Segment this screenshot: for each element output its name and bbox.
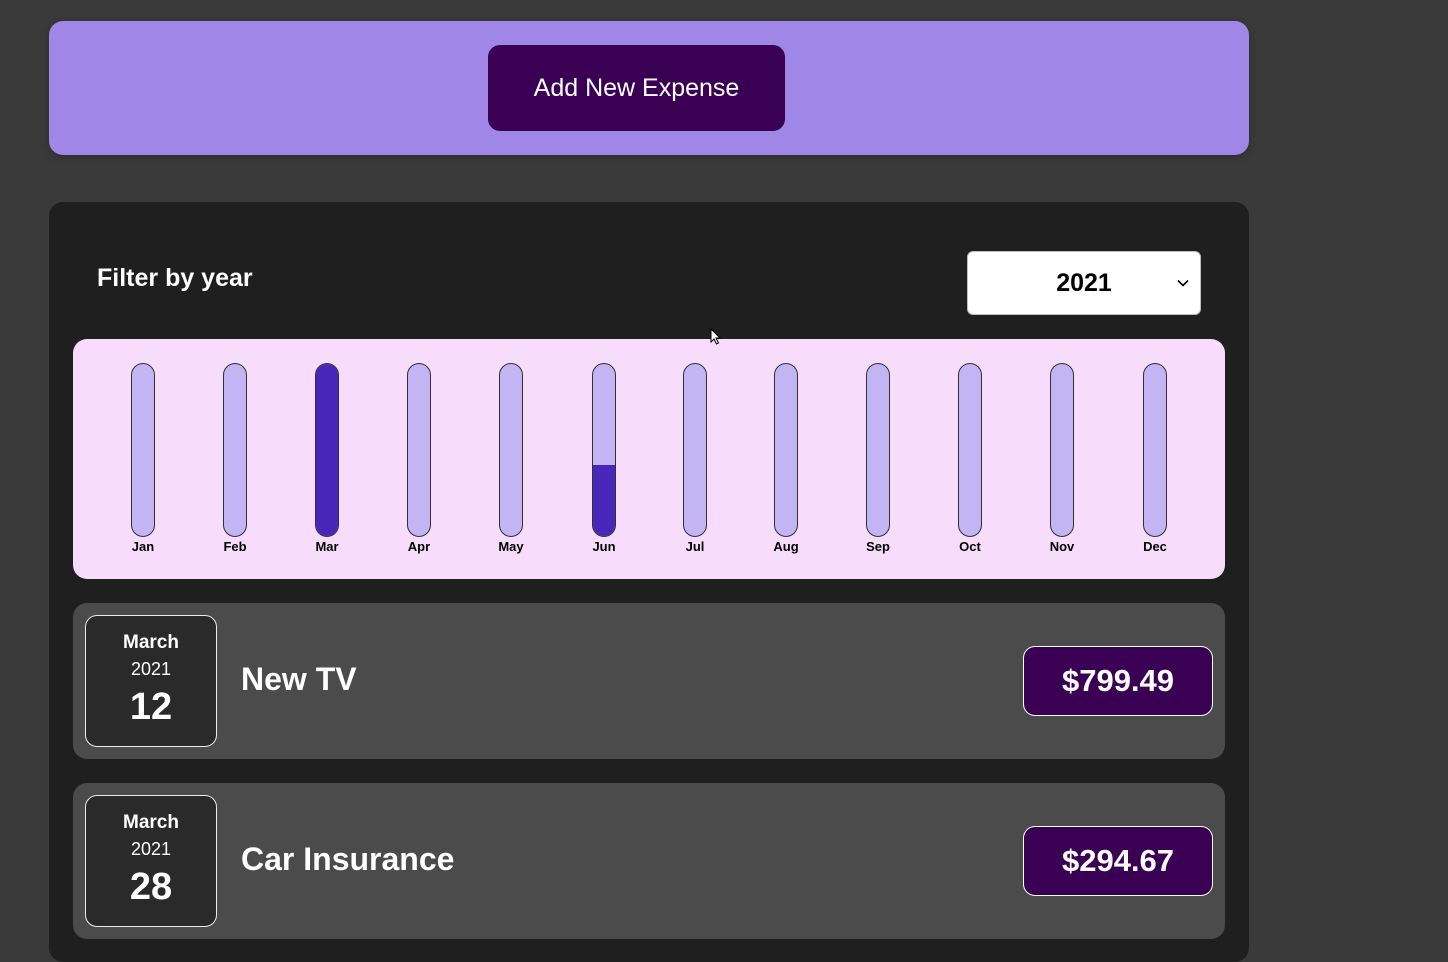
expense-title: Car Insurance bbox=[241, 841, 455, 877]
chart-bar-label: Sep bbox=[866, 539, 890, 554]
chart-bar-oct: Oct bbox=[940, 339, 1000, 579]
chart-bar-track bbox=[315, 363, 339, 537]
expenses-chart: Jan Feb Mar Apr May Jun Jul Aug Sep Oct Nov Dec bbox=[73, 339, 1225, 579]
expense-item[interactable]: March 2021 28 Car Insurance $294.67 bbox=[73, 783, 1225, 939]
year-select[interactable]: 2021 bbox=[967, 251, 1201, 315]
mouse-cursor-icon bbox=[710, 328, 722, 345]
chart-bar-track bbox=[774, 363, 798, 537]
expense-price: $799.49 bbox=[1023, 646, 1213, 716]
chart-bar-fill bbox=[593, 465, 615, 536]
chart-bar-track bbox=[223, 363, 247, 537]
chart-bar-label: May bbox=[498, 539, 524, 554]
chart-bar-mar: Mar bbox=[297, 339, 357, 579]
chart-bar-label: Jul bbox=[685, 539, 705, 554]
chart-bar-track bbox=[1050, 363, 1074, 537]
selected-year: 2021 bbox=[1056, 268, 1112, 297]
chart-bar-label: Feb bbox=[223, 539, 247, 554]
expense-day: 28 bbox=[129, 866, 173, 908]
chart-bar-track bbox=[958, 363, 982, 537]
chart-bar-track bbox=[407, 363, 431, 537]
add-new-expense-button[interactable]: Add New Expense bbox=[488, 45, 785, 131]
expense-month: March bbox=[123, 632, 179, 653]
chart-bar-jan: Jan bbox=[113, 339, 173, 579]
chart-bar-track bbox=[1143, 363, 1167, 537]
chart-bar-label: Mar bbox=[315, 539, 339, 554]
chart-bar-label: Aug bbox=[773, 539, 799, 554]
expense-date: March 2021 12 bbox=[85, 615, 217, 747]
expenses-card: Filter by year 2021 Jan Feb Mar Apr May Jun Ju… bbox=[49, 202, 1249, 962]
chart-bar-label: Apr bbox=[407, 539, 431, 554]
expense-date: March 2021 28 bbox=[85, 795, 217, 927]
chart-bar-feb: Feb bbox=[205, 339, 265, 579]
chart-bar-fill bbox=[316, 364, 338, 536]
expense-day: 12 bbox=[129, 686, 173, 728]
chart-bar-label: Nov bbox=[1049, 539, 1075, 554]
chart-bar-track bbox=[131, 363, 155, 537]
chart-bar-track bbox=[499, 363, 523, 537]
expense-price: $294.67 bbox=[1023, 826, 1213, 896]
chart-bar-aug: Aug bbox=[756, 339, 816, 579]
chart-bar-track bbox=[683, 363, 707, 537]
expense-year: 2021 bbox=[130, 659, 172, 679]
chart-bar-label: Jan bbox=[131, 539, 155, 554]
chart-bar-sep: Sep bbox=[848, 339, 908, 579]
new-expense-panel: Add New Expense bbox=[49, 21, 1249, 155]
chart-bar-dec: Dec bbox=[1125, 339, 1185, 579]
chart-bar-apr: Apr bbox=[389, 339, 449, 579]
chart-bar-track bbox=[592, 363, 616, 537]
chart-bar-label: Jun bbox=[592, 539, 616, 554]
expense-item[interactable]: March 2021 12 New TV $799.49 bbox=[73, 603, 1225, 759]
chart-bar-jul: Jul bbox=[665, 339, 725, 579]
expense-title: New TV bbox=[241, 661, 357, 697]
chart-bar-label: Dec bbox=[1143, 539, 1167, 554]
chart-bar-nov: Nov bbox=[1032, 339, 1092, 579]
chart-bar-jun: Jun bbox=[574, 339, 634, 579]
expense-month: March bbox=[123, 812, 179, 833]
expense-year: 2021 bbox=[130, 839, 172, 859]
chart-bar-may: May bbox=[481, 339, 541, 579]
filter-label: Filter by year bbox=[97, 264, 253, 292]
chart-bar-track bbox=[866, 363, 890, 537]
chart-bar-label: Oct bbox=[959, 539, 981, 554]
chevron-down-icon bbox=[1177, 279, 1189, 287]
